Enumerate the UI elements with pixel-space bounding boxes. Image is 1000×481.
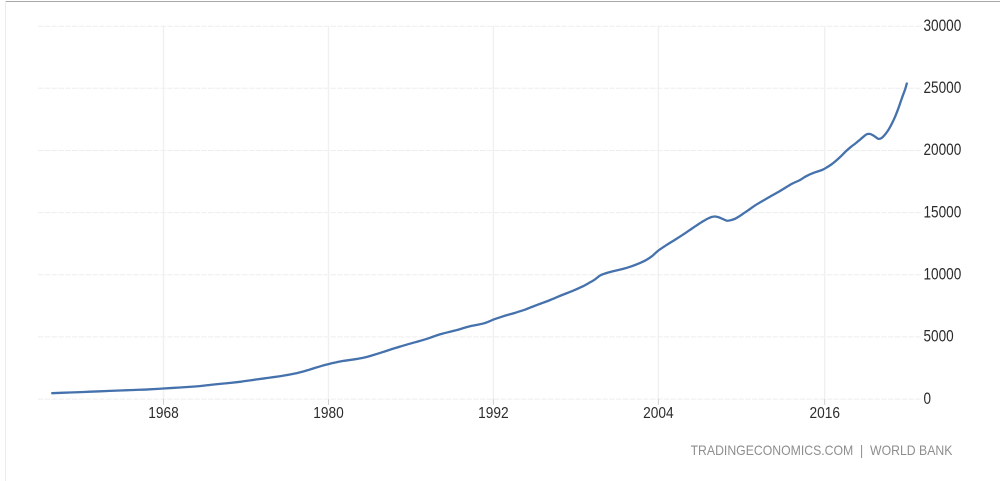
svg-text:15000: 15000 [924, 203, 962, 221]
svg-text:TRADINGECONOMICS.COM | WORLD: TRADINGECONOMICS.COM | WORLD BANK [691, 442, 953, 458]
svg-text:30000: 30000 [924, 17, 962, 35]
svg-text:0: 0 [924, 390, 932, 408]
svg-text:1980: 1980 [313, 405, 344, 422]
svg-text:2004: 2004 [643, 405, 674, 422]
svg-text:2016: 2016 [809, 405, 840, 422]
svg-text:10000: 10000 [924, 266, 962, 284]
svg-text:1968: 1968 [148, 405, 179, 422]
svg-text:1992: 1992 [478, 405, 509, 422]
svg-text:25000: 25000 [924, 79, 962, 97]
svg-text:20000: 20000 [924, 141, 962, 159]
svg-text:5000: 5000 [924, 328, 954, 346]
